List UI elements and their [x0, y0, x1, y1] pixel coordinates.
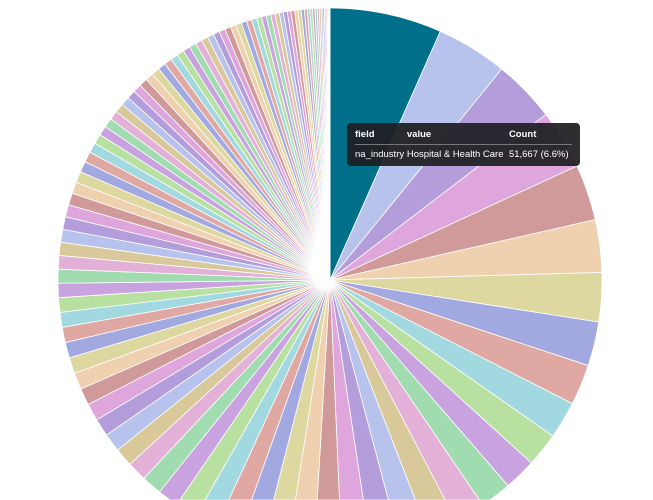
- pie-slice[interactable]: [68, 279, 331, 374]
- pie-slice[interactable]: [96, 279, 331, 436]
- pie-slice[interactable]: [87, 279, 331, 421]
- pie-slice[interactable]: [329, 279, 554, 464]
- tooltip-table: field value Count na_industry Hospital &…: [355, 129, 572, 160]
- pie-slice[interactable]: [329, 165, 596, 281]
- pie-slice[interactable]: [143, 279, 331, 493]
- tooltip-header-value: value: [406, 129, 509, 145]
- pie-slice[interactable]: [61, 279, 331, 344]
- pie-slice[interactable]: [329, 279, 589, 405]
- tooltip-count: 51,667 (6.6%): [508, 149, 569, 160]
- pie-slice[interactable]: [329, 272, 603, 323]
- pie-slice[interactable]: [105, 279, 331, 451]
- pie-slice[interactable]: [158, 279, 331, 500]
- pie-slice[interactable]: [129, 279, 331, 479]
- tooltip-field: na_industry: [355, 149, 405, 160]
- pie-slice[interactable]: [80, 279, 331, 406]
- tooltip-value: Hospital & Health Care: [406, 149, 504, 160]
- tooltip: field value Count na_industry Hospital &…: [347, 123, 580, 166]
- pie-slice[interactable]: [64, 279, 331, 359]
- tooltip-header-count: Count: [508, 129, 572, 145]
- pie-slice[interactable]: [329, 279, 573, 437]
- pie-slice[interactable]: [117, 279, 331, 465]
- pie-slice[interactable]: [329, 219, 603, 281]
- pie-slice[interactable]: [329, 279, 600, 367]
- pie-slice[interactable]: [74, 279, 331, 390]
- pie-slice[interactable]: [329, 68, 547, 281]
- pie-slice[interactable]: [329, 279, 509, 500]
- tooltip-header-field: field: [355, 129, 407, 145]
- pie-slice[interactable]: [57, 279, 331, 299]
- pie-slice[interactable]: [329, 7, 331, 281]
- pie-slice[interactable]: [329, 279, 532, 487]
- pie-slice[interactable]: [58, 279, 331, 313]
- pie-slice[interactable]: [59, 279, 331, 328]
- pie-slice[interactable]: [57, 268, 331, 284]
